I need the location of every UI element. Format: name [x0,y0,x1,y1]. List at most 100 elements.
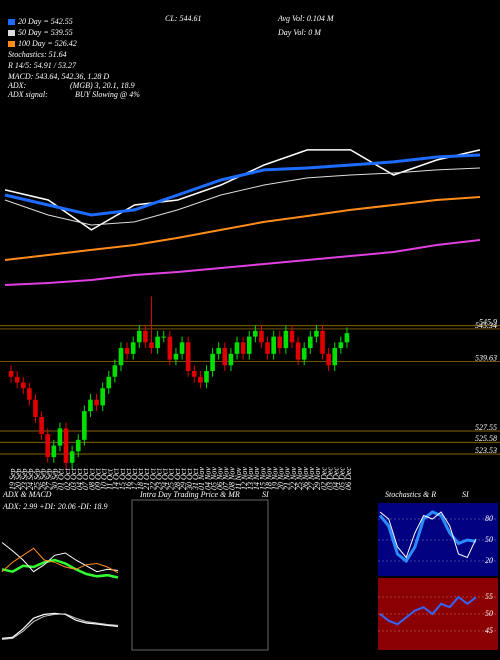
annotation: ADX: [7,81,27,90]
candle-body [259,330,264,343]
x-tick-label: 04 Dec [332,467,341,490]
annotation: ADX signal: [7,90,48,99]
candle-body [271,336,276,354]
annotation: Day Vol: 0 M [277,28,322,37]
candle-body [167,336,173,360]
x-tick-label: 22 Oct [148,468,157,490]
x-tick-label: 22 Nov [289,467,298,490]
candle-body [124,348,130,354]
x-tick-label: 14 Oct [112,468,121,490]
candle-body [191,371,197,377]
candle-body [88,399,93,412]
candle-body [198,376,203,383]
x-tick-label: 25 Sep [32,468,41,490]
x-tick-label: 21 Oct [142,468,151,490]
candle-body [136,330,142,343]
x-tick-label: 15 Oct [118,468,127,490]
x-tick-label: 30 Oct [185,468,194,491]
x-tick-label: 18 Oct [136,468,145,490]
legend-label: 20 Day = 542.55 [18,17,73,26]
x-tick-label: 01 Nov [197,467,206,490]
candle-body [94,399,99,406]
candle-body [307,336,313,349]
legend-swatch [8,41,15,47]
x-tick-label: 29 Oct [179,468,188,490]
candle-body [295,342,301,360]
x-tick-label: 07 Nov [222,467,231,490]
series-line [4,239,481,286]
candle-body [8,371,14,377]
x-tick-label: 25 Oct [167,468,176,490]
candle-body [20,382,26,389]
y-tick-label: 50 [485,609,493,618]
series-line [4,196,481,261]
candle-body [149,342,154,349]
y-tick-label: 50 [485,535,493,544]
series-line [4,153,481,217]
x-tick-label: 18 Nov [264,467,273,490]
candle-body [265,342,270,354]
candle-body [332,348,338,366]
candle-body [75,439,81,452]
x-tick-label: 19 Sep [8,468,17,490]
candle-body [106,376,112,389]
x-tick-label: 27 Sep [45,468,54,490]
x-tick-label: 07 Oct [81,468,90,490]
candle-body [216,348,222,354]
x-tick-label: 03 Oct [69,468,78,490]
x-tick-label: 02 Oct [63,468,72,490]
candle-body [283,330,289,349]
panel-subtitle: SI [262,490,269,499]
candle-body [314,330,319,337]
annotation: CL: 544.61 [165,14,201,23]
legend-label: 100 Day = 526.42 [18,39,77,48]
panel [0,492,120,652]
x-tick-label: 30 Sep [51,468,60,491]
x-tick-label: 31 Oct [191,468,200,491]
candle-body [118,348,124,366]
y-tick-label: 80 [485,514,493,523]
x-tick-label: 15 Nov [258,467,267,490]
candle-body [161,336,167,338]
x-tick-label: 11 Oct [106,468,115,490]
candle-body [240,342,246,354]
series-line [1,558,119,579]
x-tick-label: 09 Oct [93,468,102,490]
annotation: Stochastics: 51.64 [8,50,67,59]
x-tick-label: 23 Sep [20,468,29,490]
candle-body [210,353,215,372]
annotation: ADX: 2.99 +DI: 20.06 -DI: 18.9 [2,502,108,511]
candle-body [320,330,325,354]
legend-swatch [8,30,15,36]
candle-body [185,342,191,372]
x-tick-label: 26 Nov [301,467,310,490]
series-line [379,511,477,559]
x-tick-label: 23 Oct [154,468,163,490]
x-tick-label: 11 Nov [234,467,243,490]
x-tick-label: 05 Dec [338,467,347,490]
legend-label: 50 Day = 539.55 [18,28,73,37]
candle-body [344,333,350,343]
x-tick-label: 17 Oct [130,468,139,490]
x-tick-label: 28 Oct [173,468,182,490]
x-tick-label: 20 Nov [277,467,286,490]
candle-body [100,388,105,406]
series-line [378,510,477,564]
candle-body [222,348,228,366]
x-tick-label: 19 Nov [270,467,279,490]
x-tick-label: 06 Nov [216,467,225,490]
candle-body [277,336,283,349]
y-tick-label: 545.34 [475,321,497,330]
x-tick-label: 24 Oct [161,468,170,490]
y-tick-label: 55 [485,592,493,601]
y-tick-label: 523.53 [475,446,497,455]
y-tick-label: 527.55 [475,423,497,432]
candle-body [57,428,63,446]
panel-title: ADX & MACD [2,490,52,499]
y-tick-label: 45 [485,626,493,635]
series-line [1,547,119,574]
y-tick-label: 539.63 [475,354,497,363]
x-tick-label: 29 Nov [313,467,322,490]
candle-body [253,330,258,337]
